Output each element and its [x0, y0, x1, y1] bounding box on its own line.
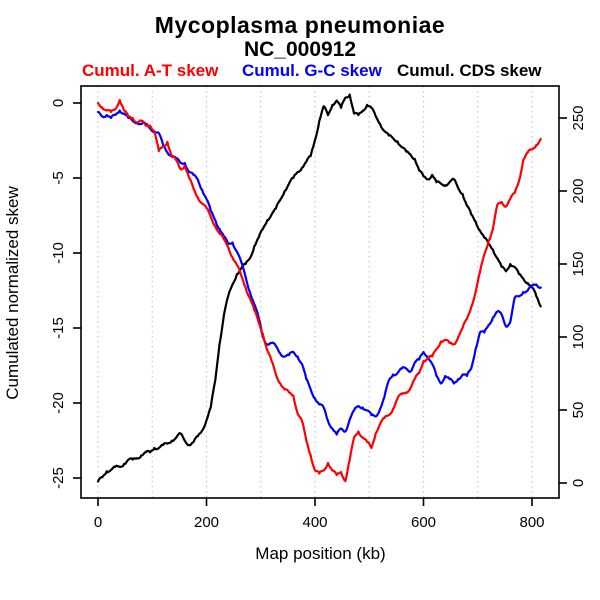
legend-label-cds-skew: Cumul. CDS skew	[397, 61, 542, 80]
y-right-tick-label-0: 0	[570, 479, 587, 487]
y-axis-label: Cumulated normalized skew	[3, 186, 22, 400]
plot-border	[80, 85, 560, 499]
x-tick-label-400: 400	[302, 514, 327, 531]
legend-label-at-skew: Cumul. A-T skew	[82, 61, 219, 80]
chart-title: Mycoplasma pneumoniae	[154, 12, 446, 38]
x-axis-label: Map position (kb)	[255, 544, 386, 563]
series-line-cds-skew	[96, 93, 542, 483]
x-tick-label-200: 200	[194, 514, 219, 531]
y-right-tick-label-250: 250	[570, 105, 587, 130]
chart-subtitle: NC_000912	[243, 38, 357, 61]
y-right-tick-label-200: 200	[570, 178, 587, 203]
x-tick-label-800: 800	[519, 514, 544, 531]
y-right-tick-label-100: 100	[570, 324, 587, 349]
x-tick-label-600: 600	[411, 514, 436, 531]
y-left-tick-label--20: -20	[50, 392, 67, 414]
y-right-tick-label-150: 150	[570, 251, 587, 276]
x-tick-label-0: 0	[94, 514, 102, 531]
y-left-tick-label--25: -25	[50, 467, 67, 489]
legend-label-gc-skew: Cumul. G-C skew	[242, 61, 382, 80]
y-left-tick-label--10: -10	[50, 242, 67, 264]
y-right-tick-label-50: 50	[570, 402, 587, 419]
series-line-at-skew	[96, 98, 542, 483]
y-left-tick-label-0: 0	[50, 99, 67, 107]
series-line-gc-skew	[96, 109, 542, 436]
y-left-tick-label--15: -15	[50, 317, 67, 339]
y-left-tick-label--5: -5	[50, 171, 67, 184]
